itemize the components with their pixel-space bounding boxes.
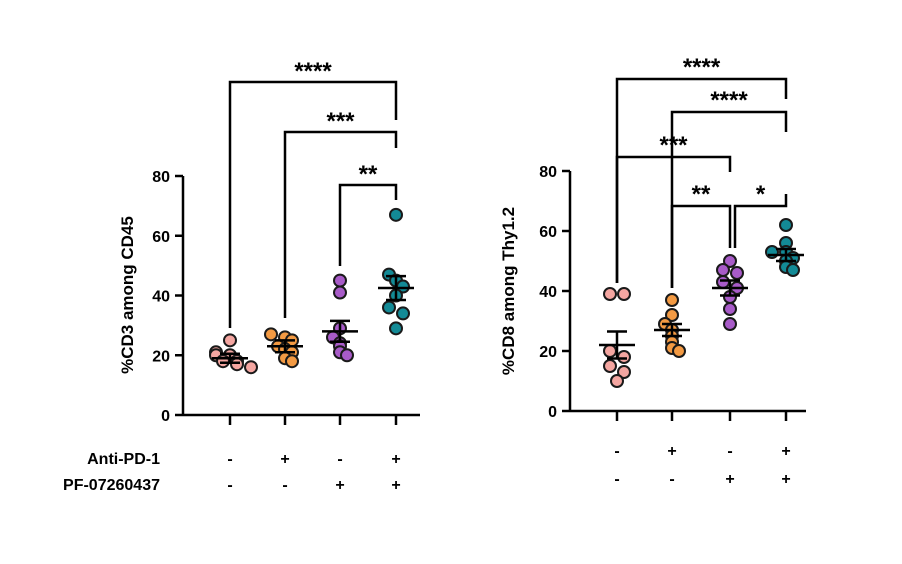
y-axis-label: %CD3 among CD45 xyxy=(118,216,137,374)
y-tick-label-60: 60 xyxy=(539,224,557,241)
data-point xyxy=(716,263,730,277)
row-label-anti-pd1: Anti-PD-1 xyxy=(87,451,160,468)
significance-label: ** xyxy=(359,161,378,188)
anti-pd1-sign: - xyxy=(227,451,232,468)
anti-pd1-sign: + xyxy=(280,451,289,468)
row-label-pf: PF-07260437 xyxy=(63,477,160,494)
group-3: -+ xyxy=(712,254,748,488)
group-4: ++ xyxy=(765,218,804,488)
data-point xyxy=(716,275,730,289)
data-point xyxy=(244,360,258,375)
data-point xyxy=(603,344,617,358)
data-point xyxy=(617,287,631,301)
y-tick-label-0: 0 xyxy=(548,404,557,421)
data-point xyxy=(603,287,617,301)
bracket-line xyxy=(615,155,732,283)
significance-bracket-4: ** xyxy=(670,181,732,288)
anti-pd1-sign: + xyxy=(667,443,676,460)
y-tick-label-80: 80 xyxy=(152,169,170,186)
y-tick-label-20: 20 xyxy=(152,348,170,365)
data-point xyxy=(786,263,800,277)
bracket-line xyxy=(283,130,398,318)
y-tick-label-20: 20 xyxy=(539,344,557,361)
data-point xyxy=(285,354,299,369)
data-point xyxy=(779,218,793,232)
data-point xyxy=(610,374,624,388)
significance-label: *** xyxy=(326,108,355,135)
bracket-line xyxy=(338,183,398,266)
data-point xyxy=(264,327,278,342)
significance-label: **** xyxy=(683,54,721,81)
data-point xyxy=(340,348,354,363)
group-2: +- xyxy=(264,327,303,494)
significance-bracket-3: ** xyxy=(338,161,398,266)
significance-bracket-2: **** xyxy=(670,87,788,288)
pf-sign: + xyxy=(781,471,790,488)
data-point xyxy=(672,344,686,358)
pf-sign: + xyxy=(335,477,344,494)
significance-label: ** xyxy=(692,181,711,208)
pf-sign: + xyxy=(725,471,734,488)
significance-label: **** xyxy=(710,87,748,114)
group-1: -- xyxy=(209,333,258,494)
data-point xyxy=(389,207,403,222)
data-point xyxy=(396,306,410,321)
bracket-line xyxy=(670,110,788,288)
data-point xyxy=(382,300,396,315)
pf-sign: - xyxy=(282,477,287,494)
data-point xyxy=(333,273,347,288)
group-2: +- xyxy=(654,293,690,488)
y-tick-label-0: 0 xyxy=(161,408,170,425)
significance-label: **** xyxy=(294,58,332,85)
bracket-line xyxy=(228,80,398,328)
significance-bracket-2: *** xyxy=(283,108,398,318)
pf-sign: + xyxy=(391,477,400,494)
anti-pd1-sign: - xyxy=(614,443,619,460)
data-point xyxy=(723,254,737,268)
significance-bracket-3: *** xyxy=(615,132,732,283)
significance-bracket-1: **** xyxy=(615,54,788,283)
pf-sign: - xyxy=(614,471,619,488)
anti-pd1-sign: - xyxy=(337,451,342,468)
y-tick-label-60: 60 xyxy=(152,229,170,246)
data-point xyxy=(665,293,679,307)
anti-pd1-sign: - xyxy=(727,443,732,460)
data-point xyxy=(389,321,403,336)
data-point xyxy=(730,266,744,280)
y-tick-label-80: 80 xyxy=(539,164,557,181)
data-point xyxy=(333,285,347,300)
anti-pd1-sign: + xyxy=(391,451,400,468)
y-tick-label-40: 40 xyxy=(539,284,557,301)
data-point xyxy=(617,365,631,379)
pf-sign: - xyxy=(669,471,674,488)
data-point xyxy=(223,333,237,348)
data-point xyxy=(723,302,737,316)
significance-label: *** xyxy=(659,132,688,159)
y-tick-label-40: 40 xyxy=(152,289,170,306)
significance-bracket-1: **** xyxy=(228,58,398,328)
data-point xyxy=(603,359,617,373)
data-point xyxy=(723,317,737,331)
group-4: ++ xyxy=(378,207,414,494)
group-1: -- xyxy=(599,287,635,488)
bracket-line xyxy=(670,204,732,288)
pf-sign: - xyxy=(227,477,232,494)
data-point xyxy=(617,350,631,364)
group-3: -+ xyxy=(322,273,358,494)
y-axis-label: %CD8 among Thy1.2 xyxy=(499,207,518,375)
bracket-line xyxy=(733,194,788,248)
data-point xyxy=(665,308,679,322)
anti-pd1-sign: + xyxy=(781,443,790,460)
significance-label: * xyxy=(756,181,766,208)
significance-bracket-5: * xyxy=(733,181,788,248)
data-point xyxy=(230,357,244,372)
